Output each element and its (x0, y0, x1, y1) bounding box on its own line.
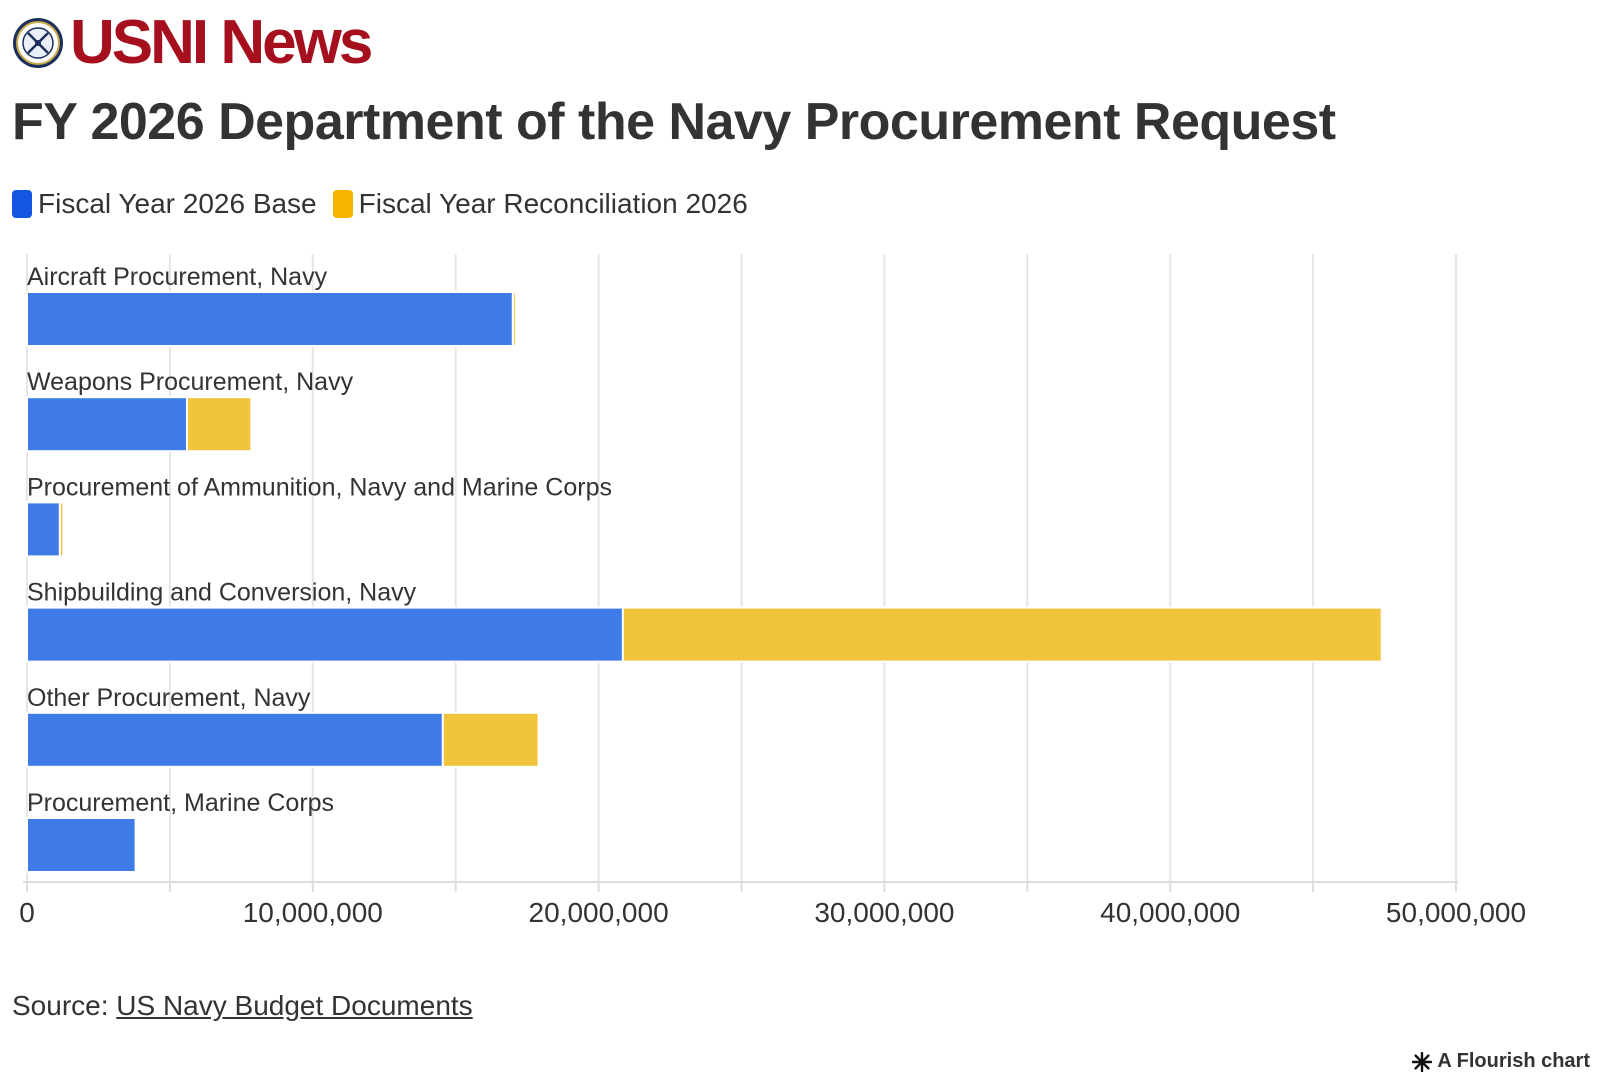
legend-swatch-reconciliation (332, 190, 353, 218)
x-tick-label: 0 (19, 897, 35, 928)
bar-base (26, 291, 514, 347)
x-tick-label: 20,000,000 (529, 897, 669, 928)
bar-base (26, 606, 624, 663)
chart-title: FY 2026 Department of the Navy Procureme… (12, 93, 1336, 151)
category-label: Weapons Procurement, Navy (27, 368, 354, 396)
bar-reconciliation (511, 291, 517, 347)
chart-legend: Fiscal Year 2026 Base Fiscal Year Reconc… (12, 188, 764, 220)
bar-chart: 0 10,000,000 20,000,000 30,000,000 40,000,00… (19, 254, 1526, 928)
bar-reconciliation (441, 711, 540, 768)
legend-item-base[interactable]: Fiscal Year 2026 Base (12, 188, 317, 220)
brand-header: USNI News (12, 8, 373, 77)
x-tick-label: 50,000,000 (1386, 897, 1526, 928)
legend-label-reconciliation: Fiscal Year Reconciliation 2026 (358, 188, 748, 219)
category-label: Procurement of Ammunition, Navy and Mari… (27, 473, 612, 501)
naval-institute-seal-icon (13, 18, 63, 68)
category-label: Procurement, Marine Corps (27, 789, 334, 817)
source-prefix: Source: (12, 990, 109, 1021)
legend-swatch-base (12, 190, 32, 218)
bar-reconciliation (186, 396, 253, 453)
flourish-credit[interactable]: A Flourish chart (1412, 1050, 1590, 1073)
bar-base (26, 711, 444, 768)
category-label: Aircraft Procurement, Navy (27, 263, 328, 291)
bar-base (26, 817, 137, 873)
x-tick-label: 10,000,000 (243, 897, 383, 928)
category-label: Other Procurement, Navy (27, 684, 311, 712)
bar-base (26, 396, 189, 453)
category-label: Shipbuilding and Conversion, Navy (27, 579, 417, 607)
bar-base (26, 501, 61, 558)
source-link[interactable]: US Navy Budget Documents (116, 990, 473, 1021)
bar-reconciliation (621, 606, 1383, 663)
credit-text: A Flourish chart (1437, 1050, 1590, 1072)
flourish-asterisk-icon (1412, 1051, 1433, 1072)
x-tick-label: 40,000,000 (1100, 897, 1240, 928)
bar-reconciliation (58, 501, 65, 558)
legend-item-reconciliation[interactable]: Fiscal Year Reconciliation 2026 (332, 188, 748, 220)
x-tick-label: 30,000,000 (814, 897, 954, 928)
brand-logo-text: USNI News (70, 8, 373, 77)
legend-label-base: Fiscal Year 2026 Base (38, 188, 317, 219)
source-note: Source: US Navy Budget Documents (12, 990, 473, 1022)
